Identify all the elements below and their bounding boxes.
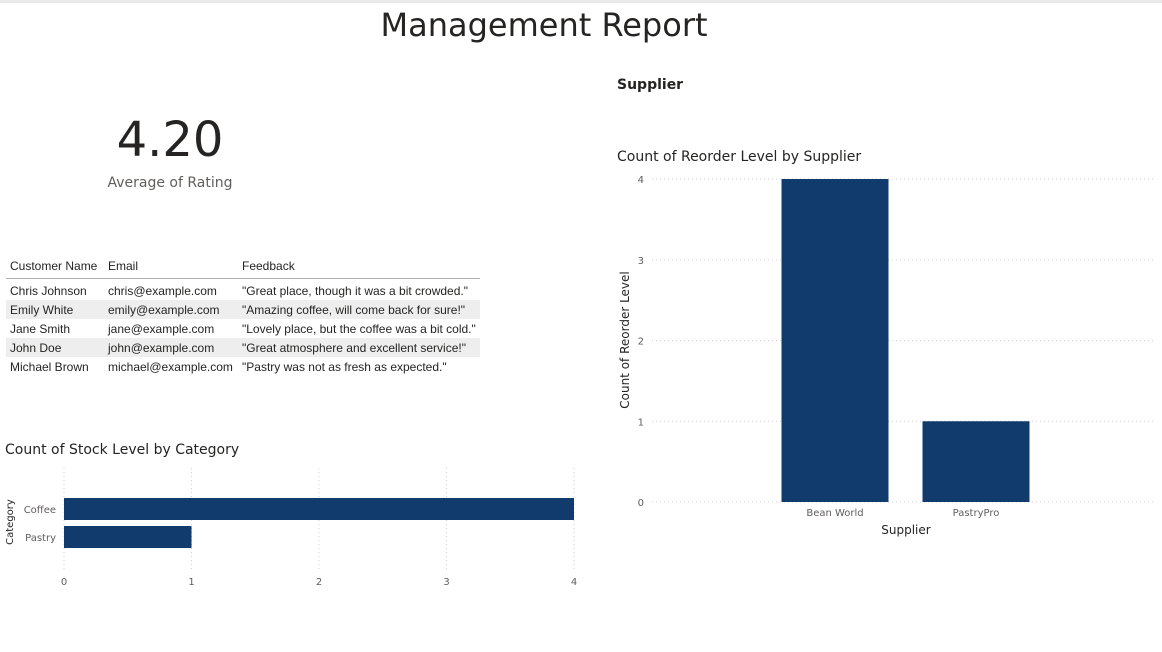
column-header-feedback[interactable]: Feedback (238, 254, 480, 279)
bar-pastrypro[interactable] (922, 421, 1030, 502)
stock-level-bar-chart[interactable]: 0 1 2 3 4 Coffee Pastry Category (0, 462, 600, 592)
kpi-card-label: Average of Rating (107, 175, 233, 191)
y-tick-label: 4 (638, 175, 644, 186)
cell-feedback: "Lovely place, but the coffee was a bit … (242, 321, 476, 336)
x-category-label: Bean World (806, 508, 863, 519)
cell-feedback: "Pastry was not as fresh as expected." (242, 359, 447, 374)
bar-pastry[interactable] (64, 526, 192, 548)
y-tick-label: 3 (638, 256, 644, 267)
x-tick-label: 0 (61, 577, 67, 588)
table-row[interactable]: Michael Brown michael@example.com "Pastr… (6, 357, 480, 376)
reorder-chart-title: Count of Reorder Level by Supplier (617, 149, 862, 165)
table-row[interactable]: Emily White emily@example.com "Amazing c… (6, 300, 480, 319)
reorder-level-column-chart[interactable]: 0 1 2 3 4 Bean World PastryPro Supplier Count of… (610, 165, 1155, 545)
y-tick-label: 2 (638, 337, 644, 348)
table-row[interactable]: John Doe john@example.com "Great atmosph… (6, 338, 480, 357)
column-header-email[interactable]: Email (104, 254, 238, 279)
cell-email: emily@example.com (104, 300, 238, 319)
cell-email: michael@example.com (108, 359, 233, 374)
x-axis-title: Supplier (881, 523, 931, 537)
bar-coffee[interactable] (64, 498, 574, 520)
report-title: Management Report (380, 6, 708, 44)
x-tick-label: 1 (188, 577, 194, 588)
cell-email: jane@example.com (108, 321, 215, 336)
table-row[interactable]: Jane Smith jane@example.com "Lovely plac… (6, 319, 480, 338)
y-tick-label: 0 (638, 498, 644, 509)
cell-customer-name: Michael Brown (10, 359, 89, 374)
cell-customer-name: Chris Johnson (10, 283, 87, 298)
table-header-row: Customer Name Email Feedback (6, 254, 480, 279)
column-header-customer-name[interactable]: Customer Name (6, 254, 104, 279)
page-top-border (0, 0, 1162, 3)
kpi-card-value: 4.20 (116, 112, 224, 168)
cell-feedback: "Great place, though it was a bit crowde… (242, 283, 468, 298)
supplier-slicer-title[interactable]: Supplier (617, 77, 684, 93)
cell-email: chris@example.com (108, 283, 217, 298)
bar-bean-world[interactable] (781, 179, 889, 502)
cell-customer-name: Jane Smith (10, 321, 71, 336)
table-row[interactable]: Chris Johnson chris@example.com "Great p… (6, 279, 480, 301)
x-tick-label: 2 (316, 577, 322, 588)
y-axis-title: Count of Reorder Level (618, 271, 632, 409)
y-category-label: Coffee (24, 505, 56, 516)
x-tick-label: 3 (443, 577, 449, 588)
cell-customer-name: John Doe (6, 338, 104, 357)
cell-customer-name: Emily White (6, 300, 104, 319)
cell-feedback: "Amazing coffee, will come back for sure… (238, 300, 480, 319)
y-tick-label: 1 (638, 417, 644, 428)
x-tick-label: 4 (571, 577, 577, 588)
y-category-label: Pastry (25, 533, 56, 544)
y-axis-title: Category (5, 499, 16, 545)
feedback-table: Customer Name Email Feedback Chris Johns… (6, 254, 480, 376)
x-category-label: PastryPro (953, 508, 1000, 519)
cell-feedback: "Great atmosphere and excellent service!… (238, 338, 480, 357)
cell-email: john@example.com (104, 338, 238, 357)
stock-chart-title: Count of Stock Level by Category (5, 442, 240, 458)
